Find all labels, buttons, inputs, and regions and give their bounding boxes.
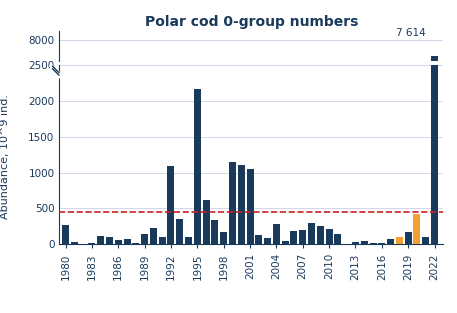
Bar	[238, 166, 245, 244]
Bar	[141, 234, 148, 244]
Bar	[299, 230, 306, 244]
Bar	[370, 243, 377, 244]
Bar	[264, 239, 271, 244]
Bar	[212, 220, 218, 244]
Bar	[414, 214, 420, 244]
Bar	[150, 228, 157, 244]
Bar	[282, 241, 289, 244]
Bar	[185, 237, 192, 244]
Bar	[431, 56, 438, 313]
Bar	[167, 166, 175, 244]
Bar	[71, 242, 78, 244]
Bar	[159, 237, 166, 244]
Bar	[106, 237, 113, 244]
Bar	[62, 225, 69, 244]
Bar	[422, 237, 429, 244]
Bar	[431, 0, 438, 244]
Bar	[387, 239, 394, 244]
Bar	[317, 226, 324, 244]
Bar	[176, 219, 183, 244]
Bar	[194, 89, 201, 244]
Bar	[202, 200, 210, 244]
Bar	[123, 239, 131, 244]
Bar	[229, 162, 236, 244]
Text: 7 614: 7 614	[396, 28, 426, 38]
Bar	[396, 237, 403, 244]
Bar	[246, 169, 254, 244]
Bar	[273, 224, 280, 244]
Bar	[325, 229, 333, 244]
Bar	[404, 232, 412, 244]
Bar	[352, 242, 359, 244]
Bar	[194, 288, 201, 313]
Bar	[308, 223, 315, 244]
Bar	[291, 231, 298, 244]
Bar	[335, 234, 341, 244]
Bar	[378, 243, 385, 244]
Title: Polar cod 0-group numbers: Polar cod 0-group numbers	[145, 15, 358, 29]
Bar	[361, 241, 368, 244]
Bar	[115, 240, 122, 244]
Bar	[220, 232, 227, 244]
Bar	[97, 236, 104, 244]
Bar	[255, 235, 262, 244]
Text: Abundance, 10^9 ind.: Abundance, 10^9 ind.	[0, 94, 10, 219]
